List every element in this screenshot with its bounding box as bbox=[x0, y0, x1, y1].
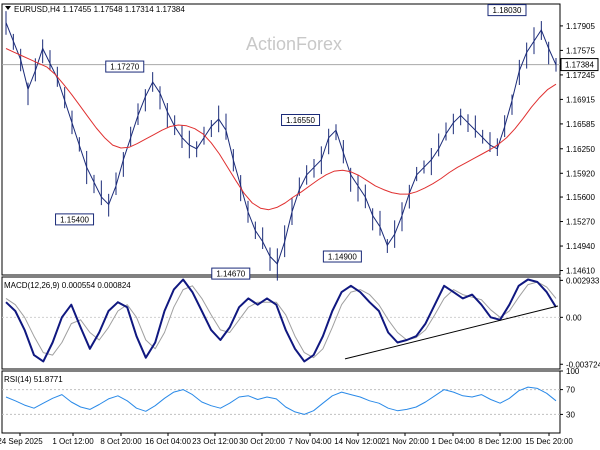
price-ytick-label: 1.15920 bbox=[566, 169, 595, 178]
rsi-title: RSI(14) 51.8771 bbox=[4, 375, 63, 384]
xtick-label: 16 Oct 04:00 bbox=[145, 437, 191, 446]
rsi-line bbox=[5, 386, 557, 415]
price-annotation-label: 1.16550 bbox=[286, 116, 315, 125]
price-annotation-box bbox=[211, 267, 251, 280]
price-ytick-label: 1.17245 bbox=[566, 71, 595, 80]
price-ytick-label: 1.16250 bbox=[566, 145, 595, 154]
macd-line bbox=[5, 278, 557, 363]
macd-ytick-label: 0.002933 bbox=[566, 276, 600, 285]
xtick-label: 1 Oct 12:00 bbox=[52, 437, 94, 446]
price-annotation-label: 1.14670 bbox=[216, 270, 245, 279]
price-ytick-label: 1.14940 bbox=[566, 242, 595, 251]
rsi-ytick-label: 70 bbox=[566, 386, 575, 395]
rsi-ytick-label: 30 bbox=[566, 410, 575, 419]
price-ytick-label: 1.15270 bbox=[566, 218, 595, 227]
price-annotation-label: 1.14900 bbox=[328, 253, 357, 262]
macd-title: MACD(12,26,9) 0.000554 0.000824 bbox=[4, 281, 131, 290]
dropdown-icon bbox=[5, 6, 11, 10]
macd-ytick-label: 0.00 bbox=[566, 313, 582, 322]
xtick-label: 8 Dec 12:00 bbox=[478, 437, 522, 446]
macd-pane bbox=[1, 276, 561, 370]
xtick-label: 7 Nov 04:00 bbox=[288, 437, 332, 446]
xtick-label: 1 Dec 04:00 bbox=[431, 437, 475, 446]
price-annotation-box bbox=[322, 250, 362, 263]
price-annotation-label: 1.15400 bbox=[60, 215, 89, 224]
price-annotation-box bbox=[55, 213, 95, 226]
macd-ytick-label: -0.003724 bbox=[566, 360, 600, 369]
price-ytick-label: 1.17575 bbox=[566, 46, 595, 55]
price-annotation-box bbox=[281, 114, 321, 127]
price-annotation-label: 1.17270 bbox=[110, 63, 139, 72]
macd-trendline bbox=[344, 305, 559, 360]
xtick-label: 8 Oct 20:00 bbox=[100, 437, 142, 446]
xtick-label: 30 Oct 20:00 bbox=[239, 437, 285, 446]
watermark-text: ActionForex bbox=[246, 34, 342, 54]
price-ytick-label: 1.17905 bbox=[566, 22, 595, 31]
xtick-label: 15 Dec 20:00 bbox=[525, 437, 573, 446]
rsi-pane bbox=[1, 370, 561, 434]
price-annotation-box bbox=[487, 4, 527, 17]
moving-average-line bbox=[5, 48, 557, 211]
price-annotation-label: 1.18030 bbox=[493, 6, 522, 15]
xtick-label: 24 Sep 2025 bbox=[0, 437, 43, 446]
price-annotation-box bbox=[105, 60, 145, 73]
xtick-label: 23 Oct 12:00 bbox=[192, 437, 238, 446]
xtick-label: 21 Nov 20:00 bbox=[381, 437, 429, 446]
price-ytick-label: 1.16915 bbox=[566, 95, 595, 104]
macd-signal-line bbox=[5, 281, 557, 359]
rsi-ytick-label: 100 bbox=[566, 367, 580, 376]
price-line bbox=[5, 22, 557, 265]
current-price-box bbox=[560, 58, 599, 72]
price-title: EURUSD,H4 1.17455 1.17548 1.17314 1.1738… bbox=[14, 5, 185, 14]
xtick-label: 14 Nov 12:00 bbox=[334, 437, 382, 446]
price-ytick-label: 1.14610 bbox=[566, 267, 595, 276]
current-price-label: 1.17384 bbox=[565, 61, 594, 70]
price-ytick-label: 1.16585 bbox=[566, 120, 595, 129]
price-ytick-label: 1.15600 bbox=[566, 193, 595, 202]
price-pane bbox=[1, 3, 561, 276]
